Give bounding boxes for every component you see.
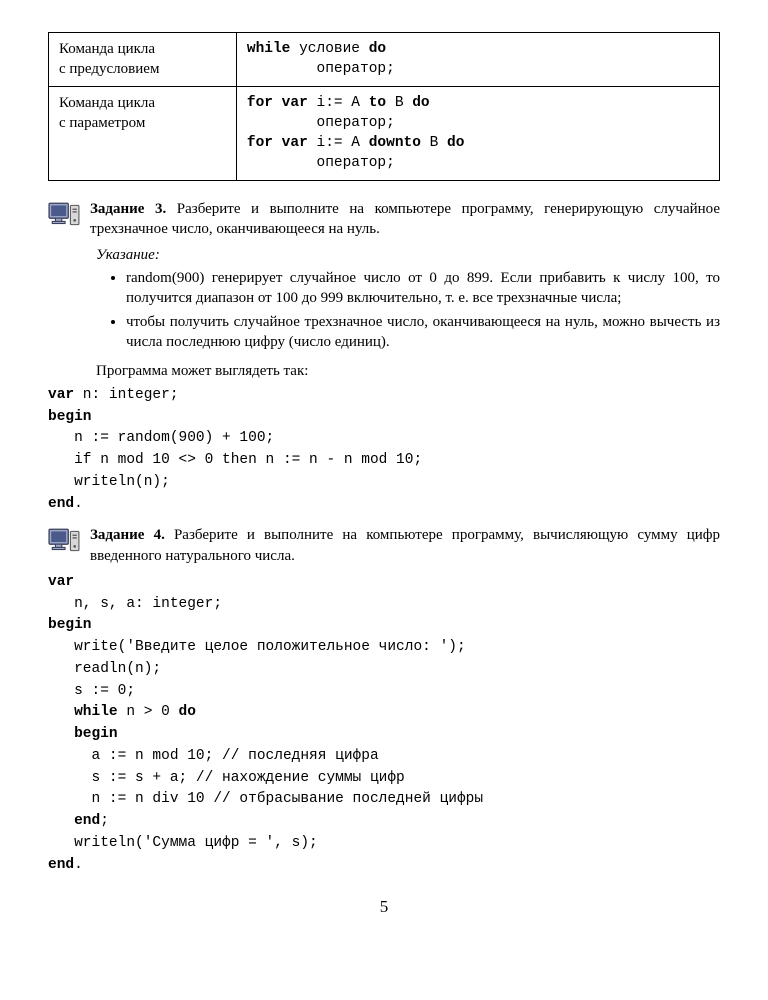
table-row: Команда циклас предусловием while услови… bbox=[49, 33, 720, 87]
row1-code: while условие do оператор; bbox=[236, 33, 719, 87]
task4-text: Задание 4. Разберите и выполните на комп… bbox=[90, 525, 720, 566]
hint-item: чтобы получить случайное трехзначное чис… bbox=[126, 312, 720, 353]
page-number: 5 bbox=[48, 896, 720, 919]
task3-label: Задание 3. bbox=[90, 201, 166, 217]
hint-item: random(900) генерирует случайное число о… bbox=[126, 268, 720, 309]
hint-list: random(900) генерирует случайное число о… bbox=[48, 268, 720, 353]
task4-label: Задание 4. bbox=[90, 527, 165, 543]
syntax-table: Команда циклас предусловием while услови… bbox=[48, 32, 720, 181]
task-4: Задание 4. Разберите и выполните на комп… bbox=[48, 525, 720, 566]
row1-label: Команда циклас предусловием bbox=[49, 33, 237, 87]
row2-code: for var i:= A to B do оператор; for var … bbox=[236, 86, 719, 180]
table-row: Команда циклас параметром for var i:= A … bbox=[49, 86, 720, 180]
hint-heading: Указание: bbox=[96, 245, 720, 265]
task4-body: Разберите и выполните на компьютере прог… bbox=[90, 527, 720, 563]
computer-icon bbox=[48, 201, 80, 235]
program-intro: Программа может выглядеть так: bbox=[96, 361, 720, 381]
row2-label: Команда циклас параметром bbox=[49, 86, 237, 180]
task3-text: Задание 3. Разберите и выполните на комп… bbox=[90, 199, 720, 240]
task3-body: Разберите и выполните на компьютере прог… bbox=[90, 201, 720, 237]
code-block-2: var n, s, a: integer; begin write('Введи… bbox=[48, 572, 720, 877]
task-3: Задание 3. Разберите и выполните на комп… bbox=[48, 199, 720, 240]
computer-icon bbox=[48, 527, 80, 561]
code-block-1: var n: integer; begin n := random(900) +… bbox=[48, 385, 720, 516]
